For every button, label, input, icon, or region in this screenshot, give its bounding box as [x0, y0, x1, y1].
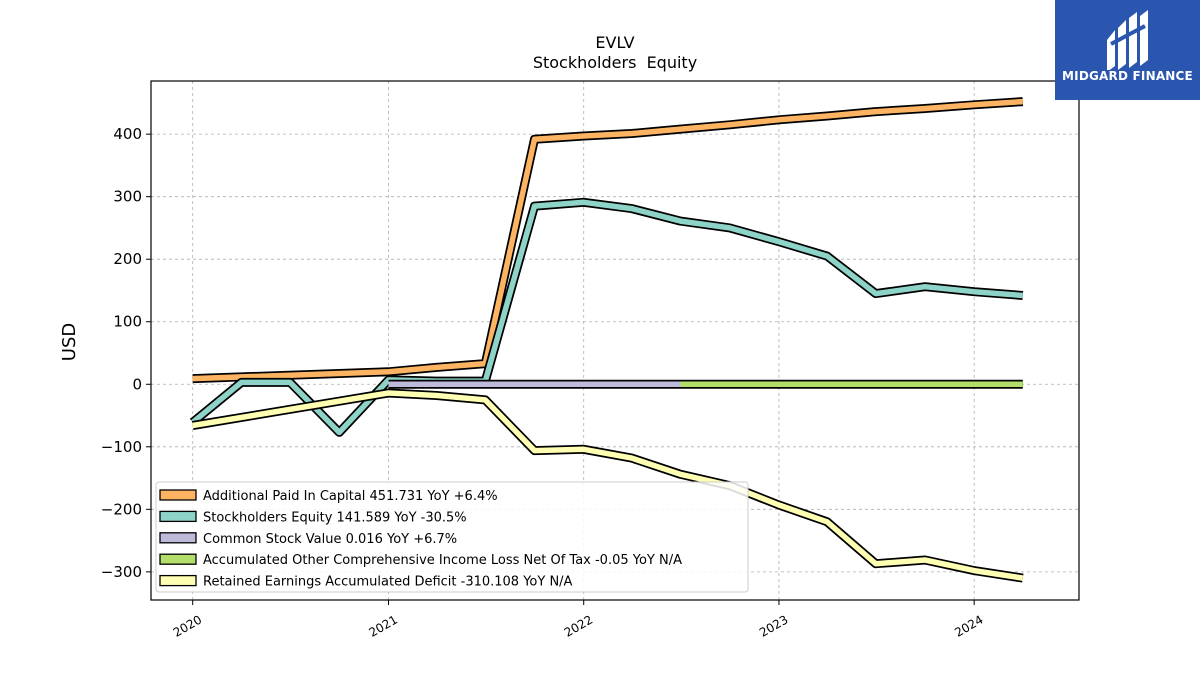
midgard-logo-icon	[1107, 10, 1148, 70]
legend-label: Retained Earnings Accumulated Deficit -3…	[203, 575, 573, 590]
series-layer	[189, 97, 1024, 583]
series-line-outline	[189, 197, 1024, 437]
legend-swatch	[159, 553, 197, 565]
legend-label: Accumulated Other Comprehensive Income L…	[203, 553, 682, 568]
y-tick-label: 200	[113, 250, 142, 268]
x-tick-label: 2021	[367, 612, 400, 639]
y-tick-label: −200	[101, 500, 142, 518]
legend-swatch	[159, 489, 197, 501]
y-tick-label: −300	[101, 563, 142, 581]
x-tick-label: 2024	[952, 612, 985, 639]
chart-subtitle: Stockholders Equity	[533, 53, 697, 72]
x-tick-label: 2020	[171, 612, 204, 639]
logo-text: MIDGARD FINANCE	[1062, 69, 1193, 83]
x-ticks: 2020 2021 2022 2023 2024	[171, 600, 986, 640]
legend-label: Stockholders Equity 141.589 YoY -30.5%	[203, 510, 467, 525]
legend: Additional Paid In Capital 451.731 YoY +…	[155, 481, 749, 593]
chart-title: EVLV	[595, 33, 634, 52]
legend-swatch	[159, 532, 197, 544]
series-line	[190, 199, 1024, 436]
y-ticks: −300 −200 −100 0 100 200 300 400	[101, 125, 151, 581]
x-tick-label: 2022	[562, 612, 595, 639]
series-line-outline	[192, 97, 1024, 384]
y-tick-label: 0	[132, 375, 142, 393]
y-tick-label: 400	[113, 125, 142, 143]
y-tick-label: 300	[113, 188, 142, 206]
legend-box	[155, 481, 749, 593]
series-1	[189, 197, 1024, 437]
legend-label: Common Stock Value 0.016 YoY +6.7%	[203, 532, 457, 547]
series-line	[192, 98, 1023, 382]
midgard-finance-logo: MIDGARD FINANCE	[1055, 0, 1200, 100]
series-0	[192, 97, 1024, 384]
x-tick-label: 2023	[757, 612, 790, 639]
series-4	[191, 388, 1024, 583]
y-tick-label: −100	[101, 438, 142, 456]
y-axis-label: USD	[59, 323, 80, 361]
legend-swatch	[159, 510, 197, 523]
plot-frame	[150, 80, 1080, 601]
series-line	[192, 390, 1024, 581]
legend-label: Additional Paid In Capital 451.731 YoY +…	[203, 489, 498, 504]
legend-swatch	[159, 574, 197, 587]
y-tick-label: 100	[113, 313, 142, 331]
